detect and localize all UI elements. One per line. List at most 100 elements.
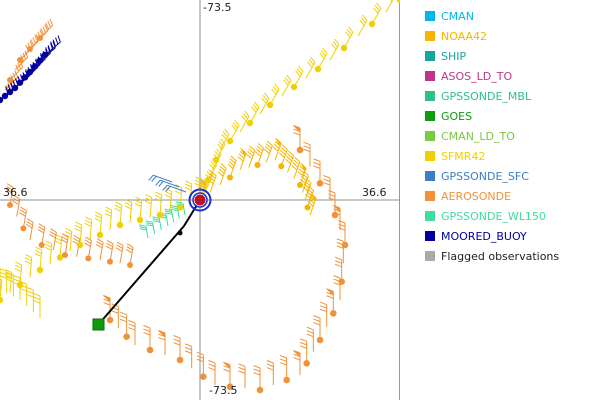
wind-barb-tick [124, 202, 132, 207]
wind-barb-tick [279, 355, 287, 359]
wind-barb-tick [175, 184, 182, 189]
legend-item-noaa42[interactable]: NOAA42 [425, 26, 595, 46]
wind-barb-tick [138, 224, 147, 227]
observation-dot [17, 57, 23, 63]
wind-barb-tick [20, 206, 27, 212]
wind-barb-staff [9, 272, 13, 293]
wind-barb-tick [125, 199, 132, 204]
axis-label-bottom: -73.5 [209, 384, 238, 397]
legend-item-flagged[interactable]: Flagged observations [425, 246, 595, 266]
observation-map[interactable] [0, 0, 400, 400]
wind-barb-staff [49, 243, 53, 264]
legend-item-aerosonde[interactable]: AEROSONDE [425, 186, 595, 206]
legend-label: SFMR42 [441, 149, 486, 163]
wind-barb-tick [119, 318, 127, 323]
wind-barb-tick [376, 2, 382, 9]
wind-barb-tick [114, 204, 122, 209]
wind-barb-tick [208, 168, 214, 175]
observation-dot [316, 180, 324, 187]
wind-barb-tick [295, 70, 301, 77]
wind-barb-tick [15, 261, 22, 266]
wind-barb-tick [307, 61, 313, 68]
legend-item-cman-ld-to[interactable]: CMAN_LD_TO [425, 126, 595, 146]
wind-barb-tick [60, 238, 68, 244]
legend-item-sfmr42[interactable]: SFMR42 [425, 146, 595, 166]
legend-swatch [425, 211, 435, 221]
wind-barb-tick [105, 245, 113, 251]
axis-label-right: 36.6 [362, 186, 387, 199]
wind-barb-tick [297, 171, 304, 177]
wind-barb-tick [196, 355, 204, 359]
wind-barb-tick [306, 330, 314, 334]
wind-barb-tick [148, 174, 154, 181]
wind-barb-tick [214, 151, 220, 158]
observation-dot [290, 83, 298, 91]
wind-barb-tick [336, 238, 344, 242]
wind-barb-tick [0, 268, 7, 272]
legend-item-gpssonde-sfc[interactable]: GPSSONDE_SFC [425, 166, 595, 186]
wind-barb-tick [216, 148, 222, 155]
legend-label: GPSSONDE_SFC [441, 169, 529, 183]
wind-barb-tick [253, 365, 261, 369]
wind-barb-tick [237, 156, 244, 162]
wind-barb-tick [302, 173, 308, 179]
wind-barb-tick [280, 147, 287, 153]
wind-barb-tick [12, 72, 17, 80]
wind-barb-tick [209, 173, 216, 179]
wind-barb-tick [293, 159, 300, 165]
wind-barb-tick [228, 161, 235, 167]
wind-barb-tick [220, 163, 227, 169]
wind-barb-tick [247, 151, 254, 157]
wind-barb-tick [279, 358, 287, 362]
legend-item-ship[interactable]: SHIP [425, 46, 595, 66]
observation-dot [396, 0, 400, 4]
legend-item-gpssonde-wl150[interactable]: GPSSONDE_WL150 [425, 206, 595, 226]
wind-barb-tick [345, 31, 351, 38]
wind-barb-staff [99, 215, 103, 236]
wind-barb-tick [57, 35, 61, 43]
wind-barb-staff [99, 242, 104, 261]
observation-dot [330, 310, 337, 317]
wind-barb-tick [307, 201, 314, 207]
wind-barb-tick [49, 231, 57, 236]
wind-barb-tick [154, 194, 162, 199]
wind-barb-tick [173, 338, 181, 342]
wind-barb-tick [323, 178, 331, 182]
observation-dot [27, 46, 33, 52]
wind-barb-tick [264, 92, 270, 99]
wind-barb-tick [288, 150, 294, 156]
legend-item-cman[interactable]: CMAN [425, 6, 595, 26]
wind-barb-tick [0, 278, 2, 281]
observation-plot[interactable]: -73.5 -73.5 36.6 36.6 [0, 0, 400, 400]
observation-dot [226, 383, 234, 390]
wind-barb-staff [59, 237, 63, 258]
wind-barb-tick [143, 328, 151, 332]
wind-barb-tick [291, 165, 298, 171]
wind-barb-staff [171, 210, 175, 223]
wind-barb-tick [24, 50, 29, 58]
wind-barb-tick [328, 193, 336, 197]
wind-barb-tick [165, 185, 171, 192]
wind-barb-tick [266, 367, 274, 371]
wind-barb-tick [328, 197, 336, 201]
observation-dot [36, 266, 44, 274]
wind-barb-tick [154, 197, 162, 202]
observation-dot [31, 63, 39, 70]
wind-barb-staff [79, 225, 83, 246]
wind-barb-tick [116, 241, 124, 247]
legend-item-moored-buoy[interactable]: MOORED_BUOY [425, 226, 595, 246]
wind-barb-tick [246, 153, 253, 160]
observation-dot [204, 176, 212, 184]
wind-barb-tick [283, 79, 289, 86]
legend-item-asos-ld-to[interactable]: ASOS_LD_TO [425, 66, 595, 86]
storm-center-ring [188, 188, 212, 212]
wind-barb-tick [33, 296, 41, 300]
wind-barb-staff [219, 134, 230, 151]
wind-barb-tick [144, 200, 152, 205]
observation-dot [297, 182, 303, 188]
wind-barb-tick [164, 208, 172, 212]
legend-item-goes[interactable]: GOES [425, 106, 595, 126]
observation-dot [26, 68, 34, 76]
legend-item-gpssonde-mbl[interactable]: GPSSONDE_MBL [425, 86, 595, 106]
wind-barb-tick [126, 246, 133, 251]
